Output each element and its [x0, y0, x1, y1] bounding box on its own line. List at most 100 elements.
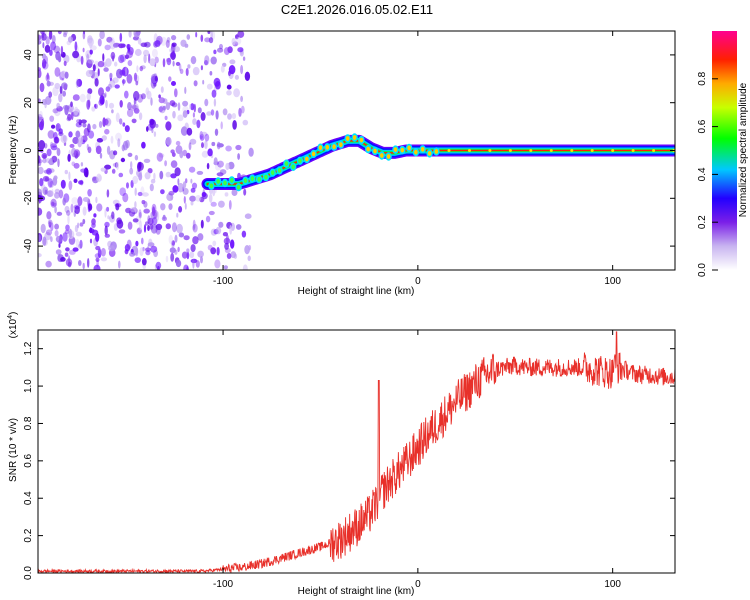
- noise-blob: [47, 130, 55, 139]
- noise-blob: [200, 131, 208, 137]
- noise-blob: [190, 244, 196, 253]
- noise-blob: [166, 57, 172, 66]
- noise-blob: [173, 46, 180, 53]
- noise-blob: [200, 65, 203, 71]
- noise-blob: [98, 175, 103, 181]
- noise-blob: [238, 107, 242, 117]
- noise-blob: [53, 175, 58, 181]
- noise-blob: [73, 149, 81, 158]
- noise-blob: [138, 209, 142, 219]
- noise-blob: [211, 89, 217, 98]
- noise-blob: [229, 59, 236, 65]
- noise-blob: [162, 98, 168, 104]
- noise-blob: [62, 104, 70, 111]
- noise-blob: [114, 84, 120, 89]
- colorbar-tick-label: 0.6: [697, 119, 708, 133]
- noise-blob: [95, 145, 102, 155]
- noise-blob: [146, 126, 149, 132]
- noise-blob: [182, 181, 187, 189]
- noise-blob: [105, 99, 108, 109]
- noise-blob: [244, 71, 251, 82]
- ridge-blob-core: [270, 170, 275, 176]
- noise-blob: [132, 218, 139, 223]
- noise-blob: [154, 40, 161, 47]
- noise-blob: [225, 162, 230, 171]
- noise-blob: [72, 50, 80, 59]
- noise-blob: [147, 225, 150, 231]
- noise-blob: [145, 250, 151, 256]
- noise-blob: [109, 79, 116, 88]
- noise-blob: [92, 123, 97, 130]
- noise-blob: [104, 208, 107, 218]
- noise-blob: [63, 60, 67, 67]
- noise-blob: [42, 58, 47, 69]
- ridge-dot: [652, 149, 656, 152]
- noise-blob: [189, 104, 192, 110]
- y-tick-label: 0.4: [23, 491, 34, 505]
- noise-blob: [225, 145, 232, 152]
- noise-blob: [156, 152, 164, 162]
- x-tick-label: 100: [604, 276, 621, 287]
- noise-blob: [190, 103, 195, 111]
- noise-blob: [204, 37, 211, 43]
- noise-blob: [222, 108, 228, 116]
- noise-blob: [141, 141, 146, 149]
- noise-blob: [38, 40, 42, 45]
- noise-blob: [214, 128, 219, 136]
- noise-blob: [82, 206, 87, 216]
- noise-blob: [171, 152, 176, 158]
- noise-blob: [134, 154, 139, 161]
- ridge-blob-core: [339, 142, 343, 148]
- noise-blob: [121, 79, 126, 84]
- noise-blob: [164, 160, 168, 167]
- snr-y-label: SNR (10 * v/v): [8, 418, 19, 482]
- noise-blob: [75, 231, 82, 237]
- noise-blob: [111, 211, 115, 220]
- noise-blob: [171, 35, 177, 41]
- noise-blob: [230, 251, 237, 259]
- noise-blob: [118, 54, 125, 64]
- noise-blob: [175, 259, 182, 268]
- noise-blob: [208, 210, 215, 216]
- noise-blob: [197, 107, 202, 114]
- noise-blob: [141, 237, 144, 245]
- noise-blob: [67, 261, 72, 268]
- noise-blob: [117, 138, 121, 148]
- noise-blob: [72, 247, 79, 252]
- x-tick-label: 0: [415, 276, 421, 287]
- y-tick-label: 0: [23, 147, 34, 153]
- noise-blob: [87, 258, 90, 268]
- noise-blob: [205, 215, 211, 223]
- ridge-blob-core: [318, 145, 323, 151]
- ridge-dot: [488, 149, 492, 152]
- noise-blob: [64, 205, 70, 213]
- noise-blob: [38, 116, 41, 123]
- noise-blob: [175, 140, 181, 146]
- snr-y-multiplier: (x104): [7, 312, 19, 339]
- noise-blob: [79, 93, 86, 103]
- noise-blob: [215, 80, 221, 90]
- noise-blob: [149, 119, 156, 129]
- noise-blob: [196, 170, 204, 175]
- noise-blob: [153, 209, 158, 219]
- noise-blob: [165, 255, 169, 263]
- noise-blob: [78, 260, 82, 266]
- noise-blob: [143, 49, 150, 57]
- noise-blob: [184, 202, 187, 210]
- noise-blob: [210, 201, 217, 207]
- noise-blob: [137, 191, 143, 197]
- noise-blob: [48, 31, 53, 40]
- colorbar-gradient: [712, 31, 737, 270]
- noise-blob: [67, 153, 71, 162]
- noise-blob: [186, 152, 191, 159]
- noise-blob: [202, 79, 205, 85]
- noise-blob: [91, 106, 96, 112]
- noise-blob: [102, 53, 105, 62]
- noise-blob: [38, 98, 41, 104]
- noise-blob: [54, 206, 57, 214]
- snr-frame: [37, 329, 676, 574]
- noise-blob: [156, 211, 160, 221]
- noise-blob: [38, 140, 46, 150]
- noise-blob: [114, 61, 118, 67]
- figure-title: C2E1.2026.016.05.02.E11: [281, 2, 433, 17]
